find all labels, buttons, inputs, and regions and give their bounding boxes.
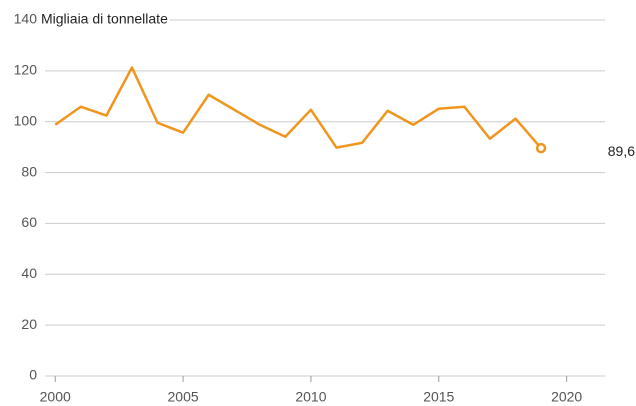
x-tick-label: 2005 bbox=[168, 389, 199, 405]
x-tick-label: 2015 bbox=[423, 389, 454, 405]
value-label: 89,6 bbox=[608, 143, 635, 159]
y-tick-label: 100 bbox=[14, 112, 38, 128]
y-tick-label: 20 bbox=[21, 316, 37, 332]
end-point bbox=[535, 142, 547, 154]
label-background bbox=[39, 10, 171, 27]
y-tick-label: 80 bbox=[21, 163, 37, 179]
y-tick-label: 40 bbox=[21, 265, 37, 281]
y-axis-label: Migliaia di tonnellate bbox=[41, 11, 168, 27]
y-tick-label: 120 bbox=[14, 62, 38, 78]
y-tick-label: 0 bbox=[29, 367, 37, 383]
data-line bbox=[54, 66, 543, 149]
y-tick-label: 60 bbox=[21, 214, 37, 230]
x-tick-label: 2010 bbox=[295, 389, 326, 405]
x-tick-label: 2000 bbox=[40, 389, 71, 405]
y-tick-label: 140 bbox=[14, 11, 38, 27]
x-tick-label: 2020 bbox=[551, 389, 582, 405]
